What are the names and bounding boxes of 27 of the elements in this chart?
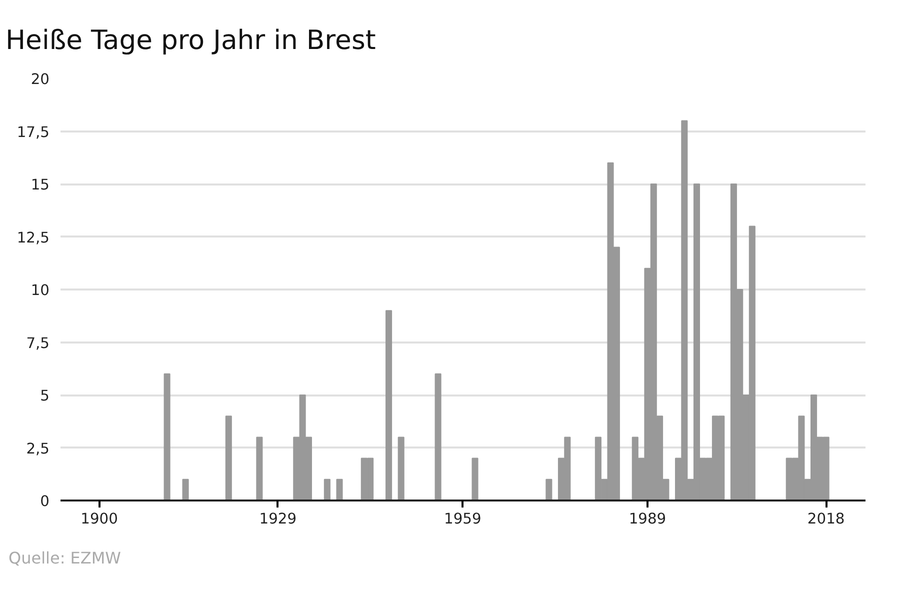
bar [324,478,330,500]
x-tick-label: 1929 [259,510,297,528]
y-tick-label: 2,5 [26,440,50,458]
y-tick-label: 10 [30,282,50,299]
bar [256,436,263,500]
y-tick-label: 20 [30,71,50,88]
y-tick-label: 12,5 [16,229,50,246]
bar [164,373,170,500]
bar [336,478,343,500]
x-tick-label: 2018 [807,510,845,528]
y-tick-label: 7,5 [26,334,50,352]
y-tick-label: 5 [40,388,50,404]
bar [225,416,232,500]
bar [182,478,189,500]
source-note: Quelle: EZMW [8,548,122,568]
y-tick-label: 15 [30,176,50,194]
y-tick-label: 0 [40,493,50,510]
y-tick-label: 17,5 [16,124,50,141]
x-tick-label: 1900 [80,510,118,528]
x-tick-label: 1959 [444,510,482,528]
bar [398,436,404,500]
x-tick-label: 1989 [628,510,666,528]
chart-title: Heiße Tage pro Jahr in Brest [6,25,376,56]
bar [434,373,442,500]
bar [546,478,552,500]
bar [386,310,392,500]
bar [472,458,478,500]
